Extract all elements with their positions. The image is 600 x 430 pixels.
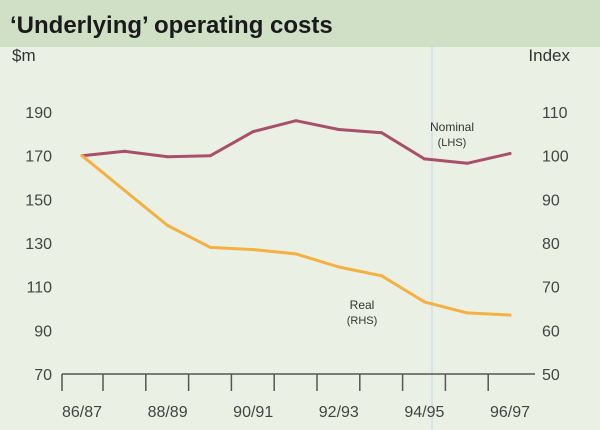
right-tick-label: 100 xyxy=(542,149,569,166)
left-tick-label: 150 xyxy=(25,192,52,209)
nominal-sublabel: (LHS) xyxy=(438,137,467,149)
nominal-data-point xyxy=(294,119,298,123)
real-data-point xyxy=(337,265,341,269)
x-tick-label: 86/87 xyxy=(62,404,102,421)
series-layer xyxy=(80,119,512,317)
left-tick-label: 110 xyxy=(26,280,52,297)
real-data-point xyxy=(465,311,469,315)
nominal-data-point xyxy=(508,151,512,155)
left-axis-unit: $m xyxy=(12,46,36,65)
title-band xyxy=(0,0,600,47)
nominal-data-point xyxy=(465,161,469,165)
left-tick-label: 190 xyxy=(25,105,52,122)
right-axis-ticks: 50 60 70 80 90 100 110 xyxy=(542,105,569,384)
real-data-point xyxy=(208,245,212,249)
nominal-data-point xyxy=(380,131,384,135)
real-data-point xyxy=(80,154,84,158)
nominal-data-point xyxy=(166,155,170,159)
right-tick-label: 90 xyxy=(542,192,560,209)
real-label: Real xyxy=(350,298,375,312)
real-data-point xyxy=(422,300,426,304)
x-tick-label: 88/89 xyxy=(148,404,188,421)
left-tick-label: 70 xyxy=(34,367,52,384)
right-tick-label: 110 xyxy=(542,105,568,122)
nominal-data-point xyxy=(123,149,127,153)
real-series-line xyxy=(80,154,512,317)
left-tick-label: 90 xyxy=(34,323,52,340)
real-data-point xyxy=(294,252,298,256)
x-tick-label: 92/93 xyxy=(319,404,359,421)
nominal-data-point xyxy=(251,130,255,134)
right-tick-label: 70 xyxy=(542,280,560,297)
real-data-point xyxy=(251,248,255,252)
x-tick-label: 90/91 xyxy=(233,404,273,421)
real-data-point xyxy=(166,224,170,228)
nominal-data-point xyxy=(422,157,426,161)
left-axis-ticks: 70 90 110 130 150 170 190 xyxy=(25,105,52,384)
left-tick-label: 130 xyxy=(25,236,52,253)
series-labels: Nominal (LHS) Real (RHS) xyxy=(347,120,474,327)
real-data-point xyxy=(508,313,512,317)
chart-title: ‘Underlying’ operating costs xyxy=(10,12,333,39)
nominal-label: Nominal xyxy=(430,120,474,134)
right-tick-label: 50 xyxy=(542,367,560,384)
right-tick-label: 80 xyxy=(542,236,560,253)
x-axis-ticks: 86/87 88/89 90/91 92/93 94/95 96/97 xyxy=(61,374,530,421)
real-sublabel: (RHS) xyxy=(347,315,378,327)
plot-background xyxy=(0,47,600,430)
x-tick-label: 94/95 xyxy=(404,404,444,421)
nominal-data-point xyxy=(337,127,341,131)
real-data-point xyxy=(123,189,127,193)
right-tick-label: 60 xyxy=(542,323,560,340)
left-tick-label: 170 xyxy=(25,149,52,166)
x-tick-label: 96/97 xyxy=(490,404,530,421)
nominal-data-point xyxy=(208,154,212,158)
right-axis-unit: Index xyxy=(528,46,570,65)
real-data-point xyxy=(380,274,384,278)
